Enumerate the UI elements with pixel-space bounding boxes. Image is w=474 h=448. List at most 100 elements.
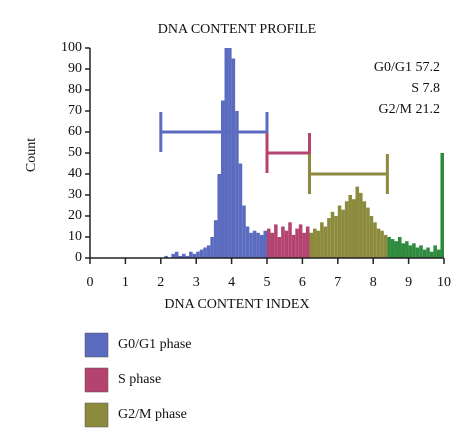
- x-tick-label: 0: [87, 275, 94, 290]
- annotation: G2/M 21.2: [379, 102, 440, 117]
- histogram-bar: [210, 237, 214, 258]
- histogram-bar: [213, 220, 218, 258]
- histogram-bar: [206, 245, 211, 258]
- histogram-bar: [298, 224, 303, 258]
- histogram-bar: [366, 207, 370, 258]
- histogram-bar: [344, 201, 349, 258]
- histogram-bar: [380, 230, 384, 258]
- legend-swatch: [84, 402, 109, 428]
- y-tick-label: 10: [68, 229, 82, 244]
- histogram-bar: [228, 48, 232, 258]
- histogram-bar: [422, 249, 427, 258]
- y-tick-label: 90: [68, 61, 82, 76]
- x-axis-label: DNA CONTENT INDEX: [164, 297, 309, 312]
- histogram-bar: [397, 237, 402, 258]
- histogram-bar: [320, 222, 324, 258]
- y-tick-label: 40: [68, 166, 82, 181]
- histogram-bar: [419, 245, 423, 258]
- y-tick-label: 100: [61, 40, 82, 55]
- histogram-bar: [440, 153, 444, 258]
- histogram-bar: [231, 58, 236, 258]
- x-tick-label: 1: [122, 275, 129, 290]
- histogram-bar: [341, 209, 345, 258]
- histogram-bar: [408, 245, 413, 258]
- y-tick-label: 50: [68, 145, 82, 160]
- histogram-bar: [313, 228, 317, 258]
- histogram-bar: [362, 201, 367, 258]
- histogram-bar: [355, 186, 360, 258]
- y-tick-label: 70: [68, 103, 82, 118]
- y-tick-label: 80: [68, 82, 82, 97]
- histogram-bar: [199, 249, 204, 258]
- histogram-bar: [164, 255, 168, 258]
- histogram-bar: [401, 243, 406, 258]
- histogram-bar: [224, 48, 229, 258]
- histogram-bar: [217, 174, 221, 258]
- y-tick-label: 60: [68, 124, 82, 139]
- x-tick-label: 10: [437, 275, 451, 290]
- histogram-bar: [305, 226, 310, 258]
- histogram-bar: [351, 199, 356, 258]
- histogram-bar: [302, 232, 306, 258]
- x-tick-label: 6: [299, 275, 306, 290]
- histogram-bar: [390, 239, 395, 258]
- x-tick-label: 2: [157, 275, 164, 290]
- x-tick-label: 3: [193, 275, 200, 290]
- histogram-bar: [405, 241, 409, 258]
- x-tick-label: 4: [228, 275, 235, 290]
- histogram-bar: [256, 232, 260, 258]
- x-tick-label: 8: [370, 275, 377, 290]
- histogram-bar: [284, 230, 289, 258]
- histogram-bar: [178, 255, 183, 258]
- y-tick-label: 20: [68, 208, 82, 223]
- histogram-bar: [238, 163, 243, 258]
- histogram-bar: [433, 245, 437, 258]
- histogram-bar: [323, 226, 328, 258]
- histogram-bar: [327, 218, 331, 258]
- y-tick-label: 0: [75, 250, 82, 265]
- histogram-bar: [316, 230, 321, 258]
- histogram-bar: [263, 230, 267, 258]
- histogram-bar: [249, 232, 253, 258]
- legend-label: S phase: [118, 372, 161, 387]
- legend-swatch: [84, 367, 109, 393]
- histogram-bar: [359, 192, 363, 258]
- histogram-bar: [281, 226, 285, 258]
- histogram-bar: [369, 216, 374, 258]
- histogram-bar: [252, 230, 257, 258]
- x-tick-label: 5: [264, 275, 271, 290]
- annotation: G0/G1 57.2: [374, 60, 440, 75]
- histogram-bar: [295, 228, 299, 258]
- histogram-bar: [277, 237, 282, 258]
- histogram-bar: [291, 234, 296, 258]
- x-tick-label: 7: [334, 275, 341, 290]
- chart-title: DNA CONTENT PROFILE: [158, 22, 316, 37]
- histogram-bar: [429, 251, 434, 258]
- histogram-bar: [383, 234, 388, 258]
- histogram-bar: [274, 224, 278, 258]
- legend-label: G2/M phase: [118, 407, 187, 422]
- histogram-bar: [337, 205, 342, 258]
- histogram-bar: [185, 255, 190, 258]
- x-tick-label: 9: [405, 275, 412, 290]
- histogram-bar: [174, 251, 179, 258]
- histogram-bar: [412, 243, 416, 258]
- histogram-bar: [192, 253, 197, 258]
- histogram-bar: [334, 216, 338, 258]
- histogram-bar: [348, 195, 352, 258]
- histogram-bar: [330, 211, 335, 258]
- legend-label: G0/G1 phase: [118, 337, 192, 352]
- histogram-bar: [235, 111, 239, 258]
- histogram-bar: [189, 251, 193, 258]
- histogram-bar: [373, 222, 377, 258]
- histogram-bar: [376, 228, 381, 258]
- legend-swatch: [84, 332, 109, 358]
- histogram-bar: [288, 222, 292, 258]
- histogram-bar: [394, 241, 398, 258]
- histogram-bar: [267, 228, 271, 258]
- histogram-bar: [242, 205, 246, 258]
- histogram-bar: [415, 247, 420, 258]
- histogram-bar: [387, 237, 391, 258]
- histogram-bar: [245, 226, 250, 258]
